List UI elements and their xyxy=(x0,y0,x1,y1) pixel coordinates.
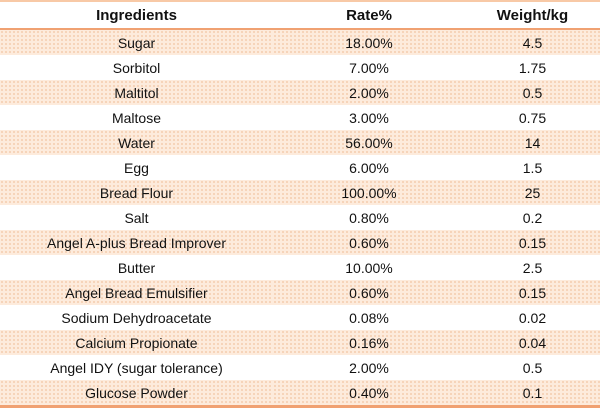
table-row: Water 56.00% 14 xyxy=(0,130,600,155)
table-row: Angel A-plus Bread Improver 0.60% 0.15 xyxy=(0,230,600,255)
table-row: Bread Flour 100.00% 25 xyxy=(0,180,600,205)
table-row: Glucose Powder 0.40% 0.1 xyxy=(0,380,600,407)
cell-weight: 0.1 xyxy=(465,380,600,407)
cell-ingredient: Maltitol xyxy=(0,80,273,105)
cell-rate: 0.60% xyxy=(273,230,465,255)
cell-ingredient: Sugar xyxy=(0,29,273,55)
cell-ingredient: Calcium Propionate xyxy=(0,330,273,355)
cell-rate: 0.16% xyxy=(273,330,465,355)
cell-ingredient: Butter xyxy=(117,259,156,276)
table-row: Sugar 18.00% 4.5 xyxy=(0,29,600,55)
cell-ingredient: Water xyxy=(0,130,273,155)
table-row: Maltitol 2.00% 0.5 xyxy=(0,80,600,105)
cell-weight: 1.5 xyxy=(522,159,543,176)
column-header-weight: Weight/kg xyxy=(465,1,600,30)
cell-rate: 6.00% xyxy=(349,159,389,176)
column-header-rate: Rate% xyxy=(273,1,465,30)
cell-ingredient: Angel Bread Emulsifier xyxy=(0,280,273,305)
table-row: Angel IDY (sugar tolerance) 2.00% 0.5 xyxy=(0,355,600,380)
cell-weight: 0.5 xyxy=(465,80,600,105)
cell-rate: 7.00% xyxy=(349,59,389,76)
table-row: Angel Bread Emulsifier 0.60% 0.15 xyxy=(0,280,600,305)
cell-rate: 0.08% xyxy=(349,309,389,326)
cell-weight: 0.5 xyxy=(522,359,543,376)
table-row: Maltose 3.00% 0.75 xyxy=(0,105,600,130)
table-body: Sugar 18.00% 4.5 Sorbitol 7.00% 1.75 Maltitol 2… xyxy=(0,29,600,407)
table-row: Sodium Dehydroacetate 0.08% 0.02 xyxy=(0,305,600,330)
cell-weight: 14 xyxy=(465,130,600,155)
table-row: Salt 0.80% 0.2 xyxy=(0,205,600,230)
table-row: Butter 10.00% 2.5 xyxy=(0,255,600,280)
cell-weight: 0.2 xyxy=(522,209,543,226)
cell-ingredient: Glucose Powder xyxy=(0,380,273,407)
cell-weight: 0.15 xyxy=(465,280,600,305)
cell-rate: 0.60% xyxy=(273,280,465,305)
table-row: Egg 6.00% 1.5 xyxy=(0,155,600,180)
cell-rate: 2.00% xyxy=(349,359,389,376)
cell-rate: 3.00% xyxy=(349,109,389,126)
cell-ingredient: Sorbitol xyxy=(112,59,161,76)
cell-ingredient: Bread Flour xyxy=(0,180,273,205)
column-header-ingredients: Ingredients xyxy=(0,1,273,30)
cell-weight: 0.15 xyxy=(465,230,600,255)
cell-rate: 56.00% xyxy=(273,130,465,155)
cell-rate: 100.00% xyxy=(273,180,465,205)
cell-weight: 0.02 xyxy=(518,309,547,326)
cell-rate: 0.80% xyxy=(349,209,389,226)
cell-weight: 4.5 xyxy=(465,29,600,55)
cell-ingredient: Egg xyxy=(124,159,149,176)
cell-weight: 1.75 xyxy=(518,59,547,76)
table-row: Sorbitol 7.00% 1.75 xyxy=(0,55,600,80)
cell-rate: 10.00% xyxy=(345,259,393,276)
cell-weight: 2.5 xyxy=(522,259,543,276)
cell-ingredient: Angel A-plus Bread Improver xyxy=(0,230,273,255)
cell-weight: 25 xyxy=(465,180,600,205)
cell-rate: 2.00% xyxy=(273,80,465,105)
cell-weight: 0.75 xyxy=(518,109,547,126)
cell-rate: 0.40% xyxy=(273,380,465,407)
cell-ingredient: Sodium Dehydroacetate xyxy=(61,309,212,326)
table-row: Calcium Propionate 0.16% 0.04 xyxy=(0,330,600,355)
cell-ingredient: Angel IDY (sugar tolerance) xyxy=(50,359,223,376)
cell-ingredient: Maltose xyxy=(111,109,162,126)
cell-weight: 0.04 xyxy=(465,330,600,355)
cell-rate: 18.00% xyxy=(273,29,465,55)
table-header: Ingredients Rate% Weight/kg xyxy=(0,1,600,30)
header-row: Ingredients Rate% Weight/kg xyxy=(0,1,600,30)
cell-ingredient: Salt xyxy=(124,209,149,226)
